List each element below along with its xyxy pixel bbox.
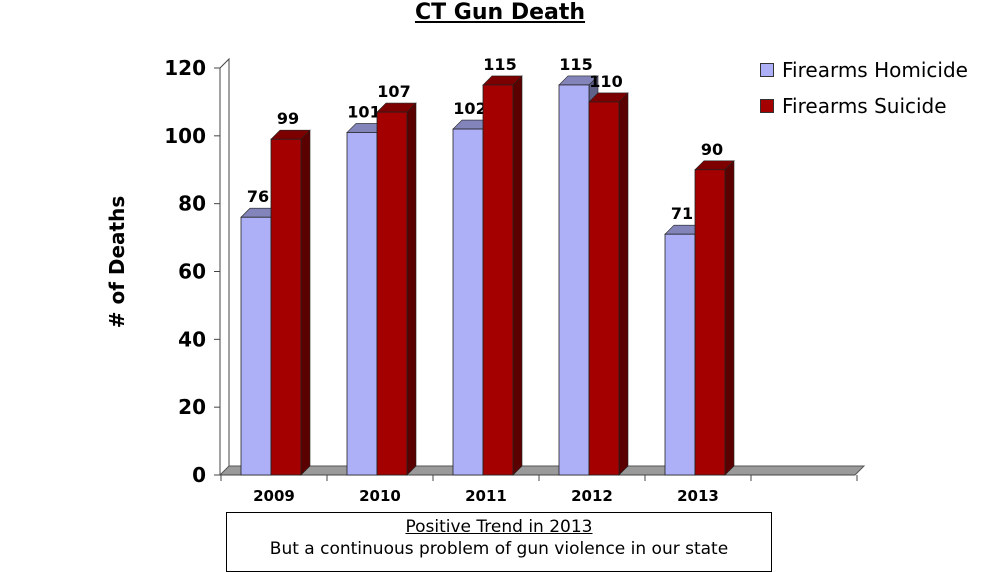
- legend-item-suicide: Firearms Suicide: [760, 88, 968, 124]
- legend-label-suicide: Firearms Suicide: [782, 94, 947, 118]
- legend: Firearms Homicide Firearms Suicide: [760, 52, 968, 124]
- chart-title: CT Gun Death: [414, 0, 586, 25]
- back-wall: [219, 57, 230, 475]
- data-label-suicide: 115: [483, 55, 516, 74]
- bar-homicide: [664, 233, 696, 476]
- y-axis-label: # of Deaths: [105, 196, 129, 329]
- legend-item-homicide: Firearms Homicide: [760, 52, 968, 88]
- note-heading: Positive Trend in 2013: [405, 517, 593, 537]
- data-label-homicide: 71: [671, 204, 693, 223]
- data-label-homicide: 115: [559, 55, 592, 74]
- data-label-homicide: 76: [247, 187, 269, 206]
- y-tick-label: 80: [178, 192, 206, 216]
- bar-side-suicide: [618, 92, 629, 476]
- y-tick-label: 40: [178, 327, 206, 351]
- bar-homicide: [346, 132, 378, 476]
- data-label-homicide: 102: [453, 99, 486, 118]
- x-tick-label: 2013: [677, 487, 719, 505]
- x-tick-label: 2011: [465, 487, 507, 505]
- data-label-suicide: 90: [701, 140, 723, 159]
- y-tick-label: 100: [164, 124, 206, 148]
- bar-suicide: [694, 169, 726, 476]
- legend-swatch-homicide: [760, 63, 774, 77]
- note-text: But a continuous problem of gun violence…: [269, 539, 729, 559]
- x-tick-label: 2009: [253, 487, 295, 505]
- bar-side-suicide: [724, 160, 735, 476]
- bar-side-suicide: [406, 102, 417, 476]
- bar-suicide: [376, 111, 408, 476]
- bar-homicide: [240, 216, 272, 476]
- y-tick-label: 0: [192, 463, 206, 487]
- bar-side-suicide: [512, 75, 523, 476]
- legend-swatch-suicide: [760, 99, 774, 113]
- x-tick-label: 2012: [571, 487, 613, 505]
- y-tick-label: 60: [178, 260, 206, 284]
- y-tick-label: 120: [164, 56, 206, 80]
- bar-suicide: [270, 138, 302, 476]
- floor: [218, 465, 866, 476]
- bar-homicide: [452, 128, 484, 476]
- data-label-suicide: 99: [277, 109, 299, 128]
- legend-label-homicide: Firearms Homicide: [782, 58, 968, 82]
- data-label-suicide: 110: [589, 72, 622, 91]
- bar-side-suicide: [300, 129, 311, 476]
- bar-suicide: [482, 84, 514, 476]
- bar-homicide: [558, 84, 590, 476]
- bar-suicide: [588, 101, 620, 476]
- note-box: Positive Trend in 2013 But a continuous …: [226, 512, 772, 572]
- y-tick-label: 20: [178, 395, 206, 419]
- x-tick-label: 2010: [359, 487, 401, 505]
- data-label-suicide: 107: [377, 82, 410, 101]
- data-label-homicide: 101: [347, 102, 380, 121]
